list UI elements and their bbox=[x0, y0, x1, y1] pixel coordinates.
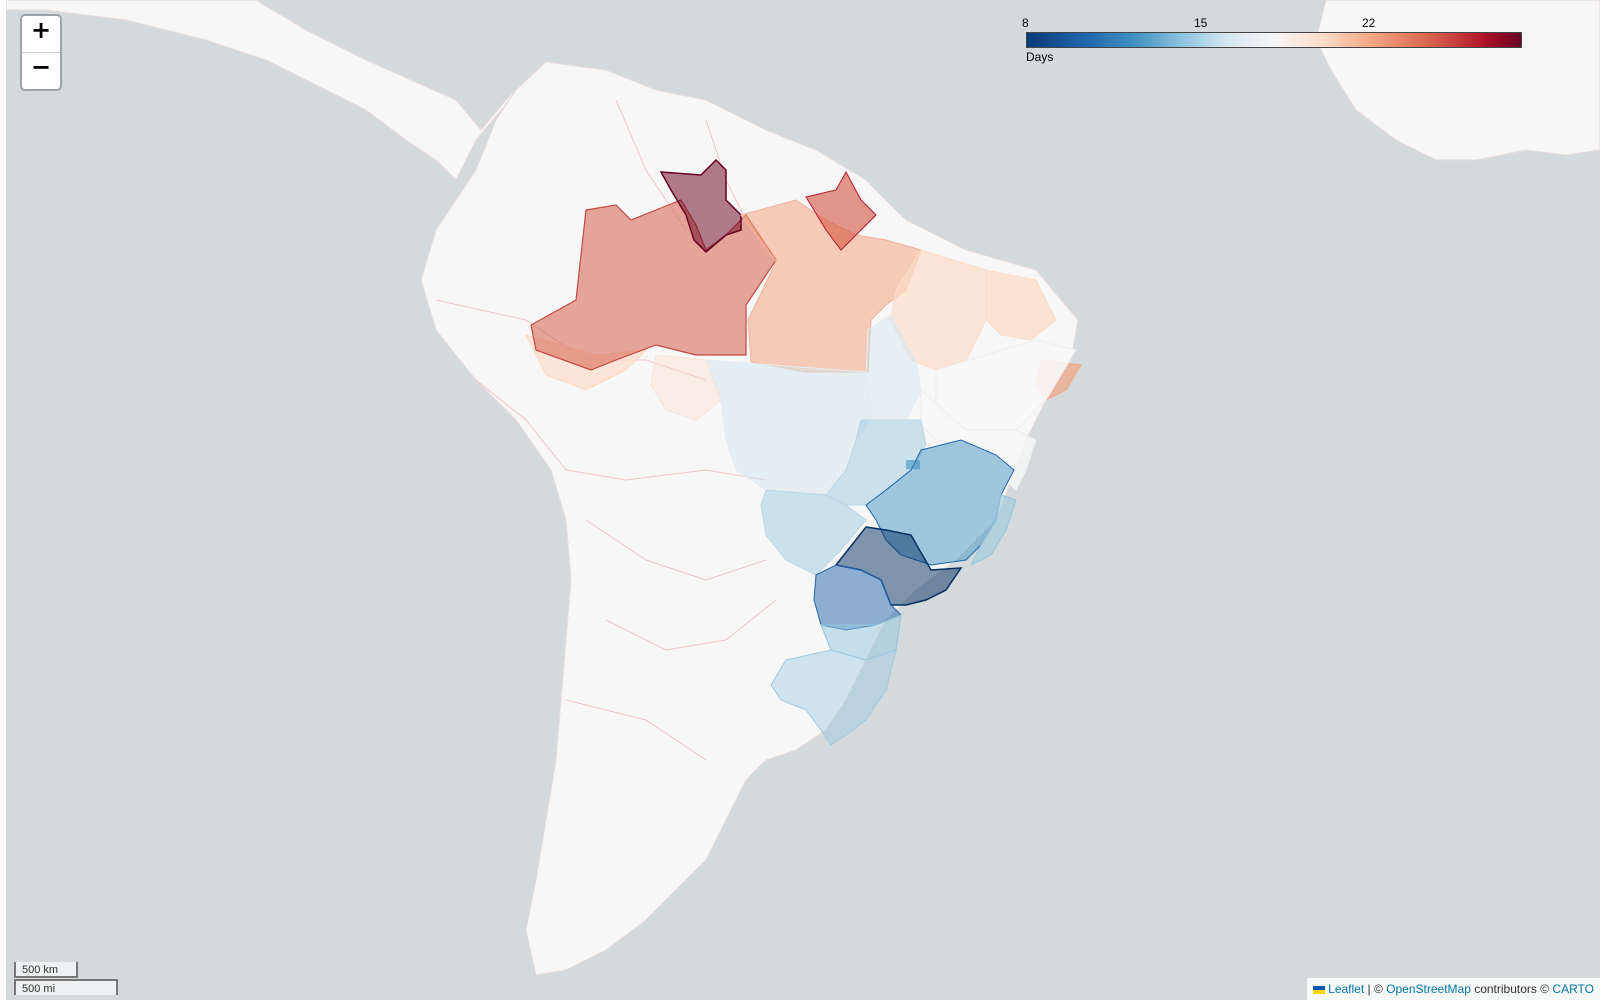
state-amapa[interactable] bbox=[805, 170, 877, 251]
color-legend: 8 15 22 Days bbox=[1022, 14, 1526, 64]
attribution-contributors: contributors © bbox=[1470, 982, 1553, 996]
zoom-out-button[interactable]: − bbox=[22, 52, 60, 89]
ukraine-flag-icon bbox=[1313, 985, 1326, 994]
scale-mi-label: 500 mi bbox=[14, 979, 118, 995]
state-distrito-federal[interactable] bbox=[906, 460, 920, 469]
scale-bar: 500 km 500 mi bbox=[14, 962, 118, 995]
carto-link[interactable]: CARTO bbox=[1552, 982, 1594, 996]
brazil-states bbox=[525, 158, 1082, 746]
central-america-landmass bbox=[6, 0, 527, 181]
legend-tick-mid: 15 bbox=[1194, 16, 1208, 30]
map-container[interactable]: + − 8 15 22 Days 500 km 500 mi Leaflet |… bbox=[6, 0, 1600, 1000]
state-rio-grande-do-sul[interactable] bbox=[770, 649, 897, 746]
legend-tick-min: 8 bbox=[1022, 16, 1029, 30]
state-espirito-santo[interactable] bbox=[969, 494, 1017, 567]
attribution: Leaflet | © OpenStreetMap contributors ©… bbox=[1307, 978, 1600, 1000]
state-rondonia[interactable] bbox=[650, 354, 722, 421]
state-amazonas[interactable] bbox=[530, 199, 777, 371]
scale-km-label: 500 km bbox=[14, 962, 78, 978]
leaflet-link[interactable]: Leaflet bbox=[1328, 982, 1365, 996]
legend-tick-max: 22 bbox=[1362, 16, 1376, 30]
map-canvas[interactable] bbox=[6, 0, 1600, 1000]
osm-link[interactable]: OpenStreetMap bbox=[1386, 982, 1471, 996]
zoom-in-button[interactable]: + bbox=[30, 16, 52, 44]
legend-caption: Days bbox=[1026, 50, 1054, 64]
attribution-separator: | © bbox=[1364, 982, 1387, 996]
state-mato-grosso-do-sul[interactable] bbox=[760, 489, 867, 576]
state-roraima[interactable] bbox=[659, 158, 742, 254]
zoom-control: + − bbox=[20, 14, 62, 91]
state-ceara[interactable] bbox=[985, 269, 1057, 341]
legend-color-bar bbox=[1026, 32, 1522, 48]
